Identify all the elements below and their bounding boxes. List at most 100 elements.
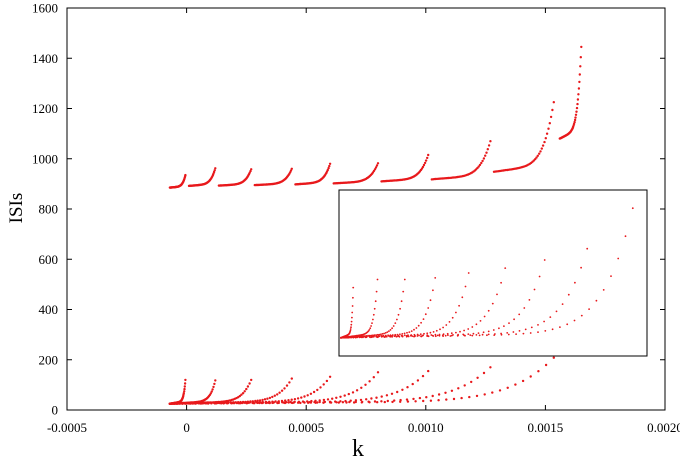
data-point [370, 397, 373, 400]
inset-point [409, 334, 412, 337]
inset-point [523, 307, 526, 309]
data-point [535, 156, 538, 159]
inset-point [397, 313, 400, 316]
inset-point [559, 326, 561, 328]
data-point [283, 401, 287, 405]
data-point [427, 369, 430, 373]
data-point [487, 144, 491, 147]
data-point [210, 390, 213, 393]
data-point [360, 386, 363, 389]
inset-point [352, 336, 355, 339]
data-point [261, 398, 264, 402]
inset-point [461, 296, 464, 299]
data-point [498, 389, 502, 392]
data-point [213, 382, 216, 386]
inset-point [617, 257, 620, 260]
data-point [577, 87, 581, 90]
data-point [183, 387, 186, 391]
inset-point [403, 334, 406, 337]
inset-point [350, 336, 353, 339]
data-point [470, 380, 473, 384]
data-point [575, 110, 578, 113]
data-point [287, 401, 290, 404]
data-point [211, 388, 214, 391]
inset-point [475, 323, 478, 326]
inset-point [402, 290, 405, 293]
data-point [319, 386, 322, 389]
data-point [285, 384, 289, 387]
inset-point [389, 329, 392, 331]
inset-point [450, 332, 453, 335]
inset-point [543, 259, 546, 261]
data-point [328, 375, 332, 378]
inset-point [595, 299, 598, 302]
inset-point [458, 304, 460, 307]
inset-point [447, 334, 449, 336]
inset-point [459, 330, 461, 333]
data-point [576, 102, 579, 106]
data-point [373, 400, 377, 403]
data-point [489, 366, 492, 369]
y-tick-label: 400 [39, 302, 59, 317]
data-point [183, 385, 186, 388]
y-tick-label: 1400 [32, 51, 58, 66]
data-point [181, 402, 184, 405]
data-point [179, 402, 182, 405]
data-point [425, 396, 428, 399]
y-tick-label: 800 [39, 202, 59, 217]
data-point [213, 169, 216, 172]
inset-point [451, 316, 454, 319]
data-point [406, 386, 409, 389]
data-point [318, 400, 321, 404]
data-point [230, 402, 233, 405]
data-point [268, 396, 272, 400]
y-tick-label: 1000 [32, 151, 58, 166]
inset-point [372, 335, 375, 338]
inset-point [469, 334, 472, 336]
inset-point [354, 336, 357, 339]
x-tick-label: 0.0010 [408, 420, 444, 435]
inset-point [427, 307, 430, 309]
data-point [544, 363, 548, 367]
data-point [184, 173, 187, 177]
data-point [250, 378, 253, 382]
data-point [476, 376, 479, 379]
x-tick-label: 0.0015 [528, 420, 564, 435]
inset-point [432, 289, 434, 292]
inset-point [432, 331, 435, 333]
inset-point [512, 331, 515, 333]
inset-point [492, 329, 495, 331]
inset-point [455, 311, 457, 314]
data-point [423, 161, 427, 165]
data-point [260, 401, 264, 405]
data-point [450, 389, 454, 392]
inset-point [471, 326, 474, 328]
inset-point [464, 334, 466, 337]
inset-point [439, 328, 441, 331]
data-point [391, 400, 394, 404]
data-point [540, 147, 543, 150]
data-point [249, 169, 252, 173]
data-point [422, 163, 426, 167]
data-point [576, 98, 580, 101]
inset-point [403, 278, 406, 281]
inset-point [429, 331, 432, 334]
data-point [263, 398, 267, 401]
inset-point [416, 335, 419, 337]
inset-point [463, 329, 465, 332]
data-point [411, 382, 414, 386]
x-tick-label: 0 [183, 420, 190, 435]
inset-point [580, 266, 582, 269]
data-point [246, 385, 250, 388]
inset-point [399, 333, 401, 336]
inset-point [442, 335, 444, 337]
data-point [521, 379, 525, 383]
inset-point [388, 330, 390, 332]
data-point [463, 384, 466, 387]
data-point [548, 122, 551, 125]
data-point [243, 390, 246, 393]
data-point [481, 159, 484, 163]
inset-point [349, 329, 352, 332]
data-point [421, 374, 425, 378]
inset-point [574, 281, 576, 284]
